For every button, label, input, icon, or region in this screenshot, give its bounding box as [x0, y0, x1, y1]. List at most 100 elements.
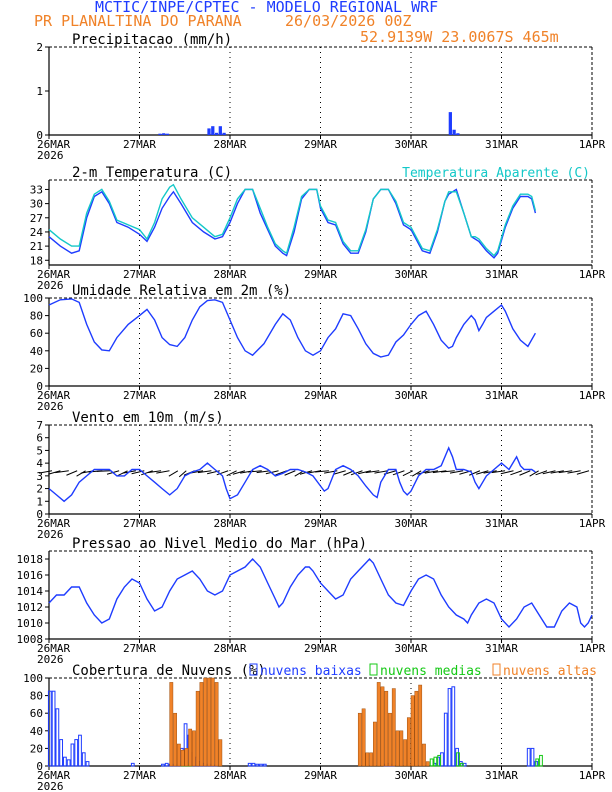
bar-blue: [158, 134, 161, 135]
panel-title: Precipitacao (mm/h): [72, 32, 232, 48]
y-tick-label: 18: [30, 254, 43, 267]
bar-orange: [215, 682, 218, 766]
panel-title: Cobertura de Nuvens (%): [72, 663, 266, 679]
bar-orange: [422, 744, 425, 766]
bar-orange: [181, 750, 184, 766]
x-tick-label: 29MAR: [304, 769, 337, 782]
bar-orange: [385, 691, 388, 766]
meteogram-panels: 01226MAR202627MAR 28MAR 29MAR 30MAR 31MAR 1AP…: [0, 0, 612, 792]
y-tick-label: 40: [30, 345, 43, 358]
x-tick-label: 30MAR: [394, 389, 427, 402]
x-tick-label: 31MAR: [485, 642, 518, 655]
bar-orange: [407, 718, 410, 766]
bar-blue: [52, 691, 55, 766]
x-tick-label: 31MAR: [485, 268, 518, 281]
x-year-label: 2026: [37, 653, 64, 666]
wind-vector: [403, 471, 413, 476]
bar-orange: [415, 691, 418, 766]
y-tick-label: 2: [36, 41, 43, 54]
x-tick-label: 30MAR: [394, 517, 427, 530]
panel-title: Umidade Relativa em 2m (%): [72, 283, 291, 299]
bar-orange: [170, 682, 173, 766]
x-tick-label: 1APR: [579, 138, 606, 151]
wind-vector: [66, 471, 77, 475]
y-tick-label: 1014: [17, 585, 44, 598]
bar-orange: [200, 682, 203, 766]
x-tick-label: 28MAR: [213, 642, 246, 655]
bar-orange: [403, 740, 406, 766]
bar-orange: [373, 722, 376, 766]
bar-blue: [71, 744, 74, 766]
y-tick-label: 1012: [17, 601, 44, 614]
bar-orange: [219, 740, 222, 766]
y-tick-label: 2: [36, 483, 43, 496]
bar-blue: [527, 748, 530, 766]
bar-orange: [189, 729, 192, 766]
x-tick-label: 31MAR: [485, 769, 518, 782]
y-tick-label: 80: [30, 690, 43, 703]
x-tick-label: 1APR: [579, 268, 606, 281]
bar-orange: [192, 731, 195, 766]
x-tick-label: 27MAR: [123, 517, 156, 530]
bar-blue: [452, 130, 455, 135]
x-tick-label: 29MAR: [304, 642, 337, 655]
bar-blue: [531, 748, 534, 766]
y-tick-label: 4: [36, 457, 43, 470]
bar-orange: [211, 678, 214, 766]
series-line-blue: [49, 299, 535, 357]
x-tick-label: 30MAR: [394, 642, 427, 655]
x-tick-label: 31MAR: [485, 138, 518, 151]
bar-orange: [177, 744, 180, 766]
x-tick-label: 30MAR: [394, 138, 427, 151]
series-line-cyan: [49, 185, 535, 256]
y-tick-label: 21: [30, 240, 43, 253]
x-tick-label: 27MAR: [123, 138, 156, 151]
bar-blue: [79, 735, 82, 766]
y-tick-label: 30: [30, 198, 43, 211]
y-tick-label: 1: [36, 495, 43, 508]
legend-label: nuvens medias: [380, 664, 482, 679]
bar-orange: [377, 682, 380, 766]
x-tick-label: 1APR: [579, 517, 606, 530]
bar-blue: [448, 689, 451, 766]
legend-label: nuvens baixas: [260, 664, 362, 679]
x-year-label: 2026: [37, 279, 64, 292]
bar-blue: [162, 133, 165, 135]
y-tick-label: 24: [30, 226, 44, 239]
bar-blue: [256, 764, 259, 766]
bar-blue: [211, 126, 214, 135]
bar-blue: [86, 762, 89, 766]
bar-orange: [204, 678, 207, 766]
y-tick-label: 20: [30, 362, 43, 375]
panel-title: 2-m Temperatura (C): [72, 165, 232, 181]
bar-orange: [426, 762, 429, 766]
bar-orange: [388, 713, 391, 766]
bar-orange: [419, 685, 422, 766]
y-tick-label: 100: [23, 292, 43, 305]
y-tick-label: 5: [36, 444, 43, 457]
y-tick-label: 60: [30, 707, 43, 720]
y-tick-label: 1018: [17, 553, 44, 566]
bar-green: [540, 755, 543, 766]
bar-orange: [400, 731, 403, 766]
x-tick-label: 30MAR: [394, 268, 427, 281]
bar-orange: [362, 709, 365, 766]
bar-orange: [381, 687, 384, 766]
y-tick-label: 1016: [17, 569, 44, 582]
bar-blue: [67, 760, 70, 766]
x-tick-label: 27MAR: [123, 642, 156, 655]
y-tick-label: 3: [36, 470, 43, 483]
x-tick-label: 28MAR: [213, 769, 246, 782]
x-tick-label: 29MAR: [304, 138, 337, 151]
y-tick-label: 7: [36, 419, 43, 432]
bar-blue: [162, 764, 165, 766]
bar-blue: [60, 740, 63, 766]
bar-blue: [260, 764, 263, 766]
bar-blue: [456, 133, 459, 135]
bar-blue: [75, 740, 78, 766]
x-tick-label: 28MAR: [213, 268, 246, 281]
panel-title: Pressao ao Nivel Medio do Mar (hPa): [72, 536, 367, 552]
bar-blue: [444, 713, 447, 766]
x-year-label: 2026: [37, 528, 64, 541]
bar-orange: [358, 713, 361, 766]
